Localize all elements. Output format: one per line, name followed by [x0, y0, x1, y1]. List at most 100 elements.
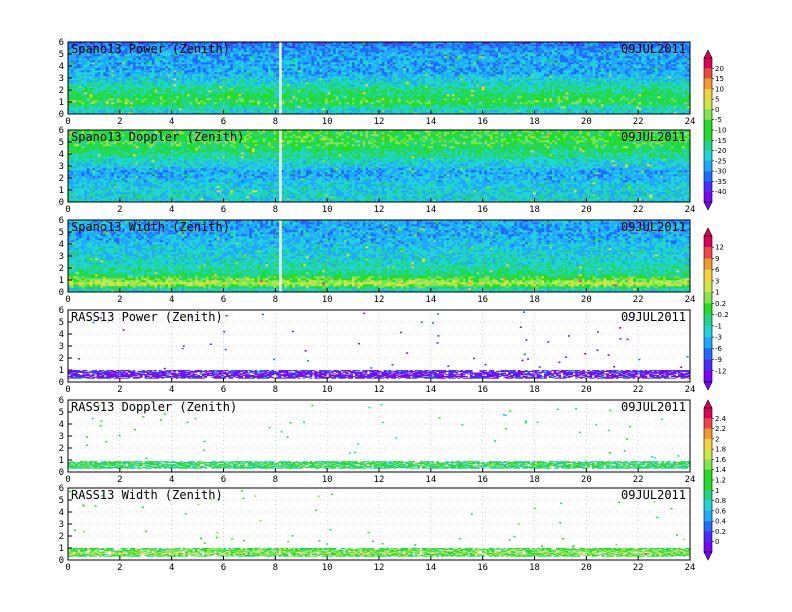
heat-cell: [357, 88, 360, 90]
heat-cell: [395, 84, 398, 86]
heat-cell: [268, 46, 271, 48]
heat-cell: [146, 96, 149, 98]
heat-cell: [263, 98, 266, 100]
heat-cell: [163, 58, 166, 60]
heat-cell: [125, 100, 128, 102]
heat-cell: [122, 74, 125, 76]
heat-cell: [306, 96, 309, 98]
heat-cell: [201, 86, 204, 88]
heat-cell: [328, 102, 331, 104]
heat-cell: [244, 70, 247, 72]
heat-cell: [233, 100, 236, 102]
heat-cell: [425, 108, 428, 110]
heat-cell: [152, 62, 155, 64]
heat-cell: [106, 90, 109, 92]
heat-cell: [87, 104, 90, 106]
heat-cell: [179, 96, 182, 98]
heat-cell: [325, 76, 328, 78]
heat-cell: [201, 110, 204, 112]
heat-cell: [233, 82, 236, 84]
heat-cell: [249, 62, 252, 64]
heat-cell: [271, 68, 274, 70]
heat-cell: [201, 68, 204, 70]
heat-cell: [371, 74, 374, 76]
heat-cell: [133, 108, 136, 110]
heat-cell: [122, 72, 125, 74]
heat-cell: [271, 98, 274, 100]
heat-cell: [344, 86, 347, 88]
heat-cell: [292, 110, 295, 112]
heat-cell: [225, 72, 228, 74]
heat-cell: [173, 90, 176, 92]
heat-cell: [79, 72, 82, 74]
heat-cell: [314, 62, 317, 64]
heat-cell: [298, 68, 301, 70]
heat-cell: [238, 48, 241, 50]
heat-cell: [403, 90, 406, 92]
heat-cell: [217, 108, 220, 110]
heat-cell: [282, 46, 285, 48]
heat-cell: [236, 68, 239, 70]
heat-cell: [268, 94, 271, 96]
heat-cell: [363, 74, 366, 76]
heat-cell: [95, 66, 98, 68]
heat-cell: [217, 76, 220, 78]
heat-cell: [246, 72, 249, 74]
heat-cell: [141, 84, 144, 86]
heat-cell: [128, 72, 131, 74]
heat-cell: [268, 96, 271, 98]
heat-cell: [403, 68, 406, 70]
heat-cell: [211, 56, 214, 58]
heat-cell: [225, 86, 228, 88]
heat-cell: [309, 44, 312, 46]
heat-cell: [152, 106, 155, 108]
heat-cell: [384, 82, 387, 84]
heat-cell: [274, 58, 277, 60]
heat-cell: [287, 68, 290, 70]
heat-cell: [352, 106, 355, 108]
heat-cell: [265, 90, 268, 92]
heat-cell: [168, 66, 171, 68]
heat-cell: [149, 74, 152, 76]
heat-cell: [109, 60, 112, 62]
heat-cell: [371, 60, 374, 62]
heat-cell: [228, 102, 231, 104]
heat-cell: [265, 88, 268, 90]
heat-cell: [357, 70, 360, 72]
heat-cell: [130, 98, 133, 100]
heat-cell: [374, 96, 377, 98]
heat-cell: [420, 108, 423, 110]
heat-cell: [371, 72, 374, 74]
heat-cell: [284, 108, 287, 110]
heat-cell: [155, 90, 158, 92]
heat-cell: [257, 54, 260, 56]
heat-cell: [349, 46, 352, 48]
heat-cell: [160, 96, 163, 98]
heat-cell: [187, 84, 190, 86]
heat-cell: [287, 60, 290, 62]
heat-cell: [333, 104, 336, 106]
heat-cell: [114, 106, 117, 108]
heat-cell: [387, 68, 390, 70]
heat-cell: [182, 94, 185, 96]
heat-cell: [384, 56, 387, 58]
heat-cell: [230, 108, 233, 110]
heat-cell: [436, 90, 439, 92]
heat-cell: [311, 98, 314, 100]
heat-cell: [298, 74, 301, 76]
heat-cell: [160, 104, 163, 106]
heat-cell: [171, 96, 174, 98]
heat-cell: [387, 50, 390, 52]
heat-cell: [73, 86, 76, 88]
heat-cell: [317, 66, 320, 68]
heat-cell: [360, 66, 363, 68]
heat-cell: [149, 104, 152, 106]
heat-cell: [171, 102, 174, 104]
heat-cell: [255, 98, 258, 100]
heat-cell: [90, 72, 93, 74]
heat-cell: [136, 68, 139, 70]
heat-cell: [439, 80, 442, 82]
heat-cell: [100, 58, 103, 60]
heat-cell: [82, 66, 85, 68]
heat-cell: [317, 52, 320, 54]
